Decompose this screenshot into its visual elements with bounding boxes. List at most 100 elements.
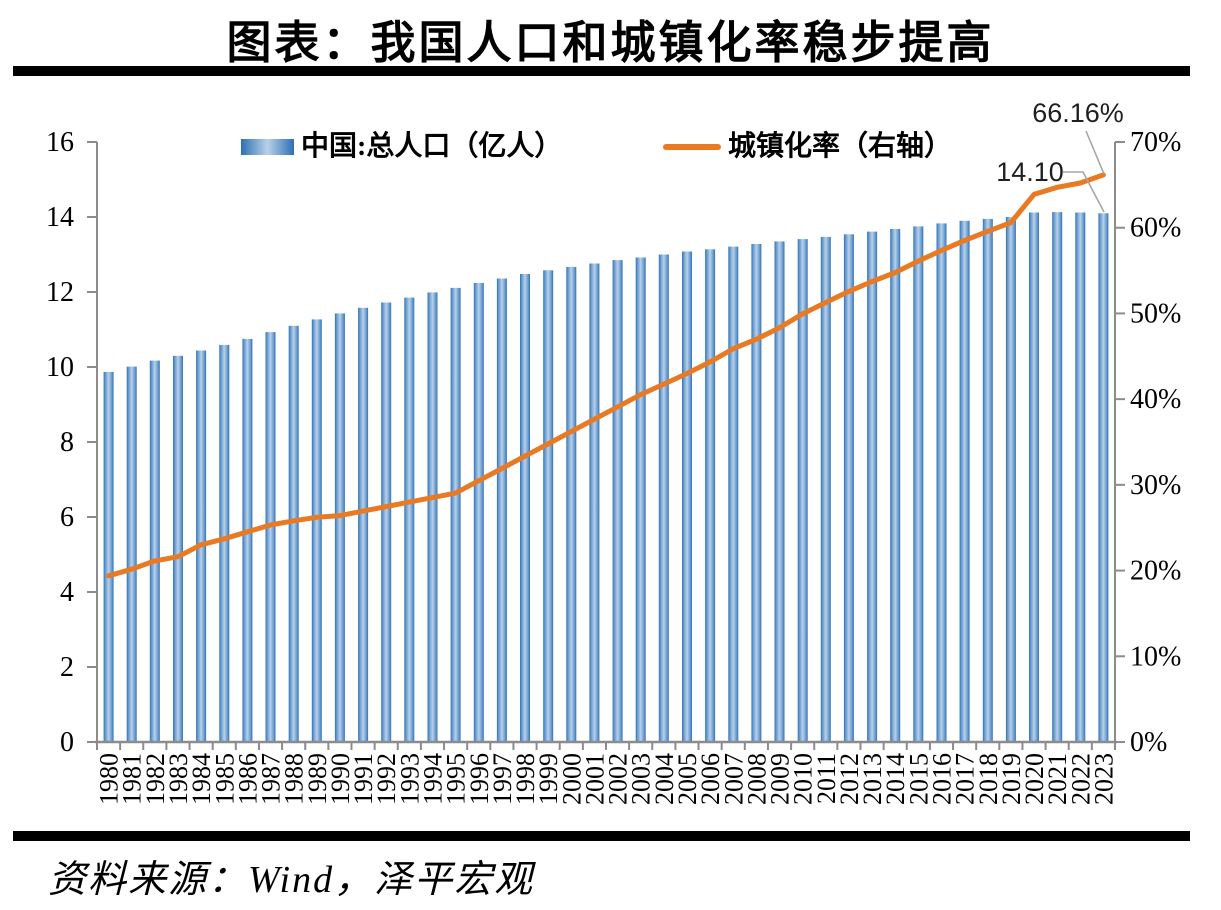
x-axis-label-2008: 2008 — [742, 753, 771, 805]
bar-1993 — [404, 297, 415, 742]
bar-2023 — [1098, 213, 1109, 743]
left-axis-label: 0 — [60, 727, 74, 758]
x-axis-label-1992: 1992 — [372, 753, 401, 805]
x-axis-label-2017: 2017 — [951, 753, 980, 805]
bar-2003 — [635, 257, 646, 742]
bar-2013 — [867, 231, 878, 742]
left-axis-label: 10 — [46, 352, 74, 383]
x-axis-label-1986: 1986 — [233, 753, 262, 805]
x-axis-label-2014: 2014 — [881, 753, 910, 805]
x-axis-label-2022: 2022 — [1066, 753, 1095, 805]
legend-line-label: 城镇化率（右轴） — [728, 131, 953, 162]
legend-bar-label: 中国:总人口（亿人） — [301, 131, 563, 162]
bar-1995 — [450, 287, 461, 742]
bar-2022 — [1075, 212, 1086, 742]
right-axis-label: 0% — [1130, 727, 1167, 758]
x-axis-label-2021: 2021 — [1043, 753, 1072, 805]
bar-1985 — [219, 344, 230, 742]
x-axis-label-2015: 2015 — [904, 753, 933, 805]
x-axis-label-2001: 2001 — [580, 753, 609, 805]
legend-line-swatch — [663, 144, 721, 150]
x-axis-label-2018: 2018 — [974, 753, 1003, 805]
bar-2015 — [913, 226, 924, 742]
x-axis-label-2020: 2020 — [1020, 753, 1049, 805]
x-axis-label-2003: 2003 — [627, 753, 656, 805]
x-axis-label-2000: 2000 — [557, 753, 586, 805]
right-axis-label: 70% — [1130, 127, 1181, 158]
bar-1991 — [358, 307, 369, 743]
bar-2005 — [682, 251, 692, 742]
annotation-urbanization-2023: 66.16% — [1032, 98, 1124, 128]
x-axis-label-1982: 1982 — [141, 753, 170, 805]
bar-2018 — [982, 218, 993, 742]
left-axis-label: 4 — [60, 577, 74, 608]
bar-1996 — [473, 283, 484, 742]
bar-1990 — [334, 313, 345, 742]
bar-2007 — [728, 246, 739, 742]
leader-line-urbanization — [1085, 130, 1105, 175]
left-axis-label: 6 — [60, 502, 74, 533]
bar-1982 — [149, 360, 160, 742]
x-axis-label-2012: 2012 — [835, 753, 864, 805]
bar-1998 — [520, 274, 530, 742]
bar-2012 — [843, 234, 854, 743]
x-axis-label-2004: 2004 — [650, 753, 679, 805]
leader-line-population — [1063, 171, 1105, 213]
bar-2010 — [797, 239, 808, 742]
x-axis-label-1996: 1996 — [465, 753, 494, 805]
x-axis-label-1984: 1984 — [187, 753, 216, 805]
x-axis-label-1991: 1991 — [349, 753, 378, 805]
title-divider-rule — [13, 66, 1190, 76]
bar-2016 — [936, 223, 947, 742]
bar-2009 — [774, 241, 785, 742]
x-axis-label-1989: 1989 — [303, 753, 332, 805]
bar-2002 — [612, 260, 623, 742]
bar-1980 — [103, 371, 114, 742]
x-axis-label-2016: 2016 — [927, 753, 956, 805]
x-axis-label-1990: 1990 — [326, 753, 355, 805]
bar-2000 — [566, 266, 577, 742]
bar-2020 — [1029, 212, 1039, 742]
x-axis-label-1988: 1988 — [280, 753, 309, 805]
right-axis-label: 60% — [1130, 213, 1181, 244]
x-axis-label-1995: 1995 — [442, 753, 471, 805]
left-axis-label: 12 — [46, 277, 74, 308]
source-note: 资料来源：Wind，泽平宏观 — [48, 859, 535, 901]
legend-item-population: 中国:总人口（亿人） — [241, 130, 562, 164]
bar-2017 — [959, 220, 970, 743]
bar-2014 — [890, 229, 901, 742]
x-axis-label-1999: 1999 — [534, 753, 563, 805]
x-axis-label-1980: 1980 — [95, 753, 124, 805]
x-axis-label-1983: 1983 — [164, 753, 193, 805]
right-axis-label: 50% — [1130, 298, 1181, 329]
x-axis-label-1987: 1987 — [257, 753, 286, 805]
legend-item-urbanization: 城镇化率（右轴） — [663, 130, 952, 164]
left-axis-label: 14 — [46, 202, 74, 233]
left-axis-label: 8 — [60, 427, 74, 458]
bar-1989 — [311, 319, 322, 742]
bar-1997 — [496, 278, 507, 742]
bar-2004 — [658, 254, 669, 742]
x-axis-label-2002: 2002 — [604, 753, 633, 805]
bar-1986 — [242, 338, 253, 742]
bar-1992 — [381, 302, 392, 742]
x-axis-label-2009: 2009 — [766, 753, 795, 805]
chart-title: 图表：我国人口和城镇化率稳步提高 — [226, 18, 995, 68]
bar-2006 — [705, 249, 716, 743]
bar-1983 — [173, 355, 183, 743]
bar-1981 — [126, 366, 137, 742]
x-axis-label-2005: 2005 — [673, 753, 702, 805]
bar-1999 — [543, 270, 554, 743]
right-axis-label: 40% — [1130, 384, 1181, 415]
bar-1988 — [288, 325, 299, 743]
x-axis-label-2010: 2010 — [789, 753, 818, 805]
bar-2021 — [1052, 212, 1063, 743]
x-axis-label-1997: 1997 — [488, 753, 517, 805]
right-axis-label: 10% — [1130, 641, 1181, 672]
bar-2019 — [1005, 217, 1016, 742]
x-axis-label-1994: 1994 — [418, 753, 447, 805]
x-axis-label-2006: 2006 — [696, 753, 725, 805]
left-axis-label: 16 — [46, 127, 74, 158]
